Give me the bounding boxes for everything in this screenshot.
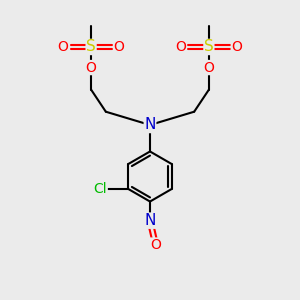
Text: O: O (176, 40, 186, 54)
Text: O: O (203, 61, 214, 75)
Text: Cl: Cl (94, 182, 107, 196)
Text: O: O (151, 238, 161, 252)
Text: O: O (58, 40, 69, 54)
Text: O: O (114, 40, 124, 54)
Text: O: O (86, 61, 97, 75)
Text: S: S (86, 39, 96, 54)
Text: N: N (144, 213, 156, 228)
Text: O: O (231, 40, 242, 54)
Text: N: N (144, 118, 156, 133)
Text: S: S (204, 39, 214, 54)
